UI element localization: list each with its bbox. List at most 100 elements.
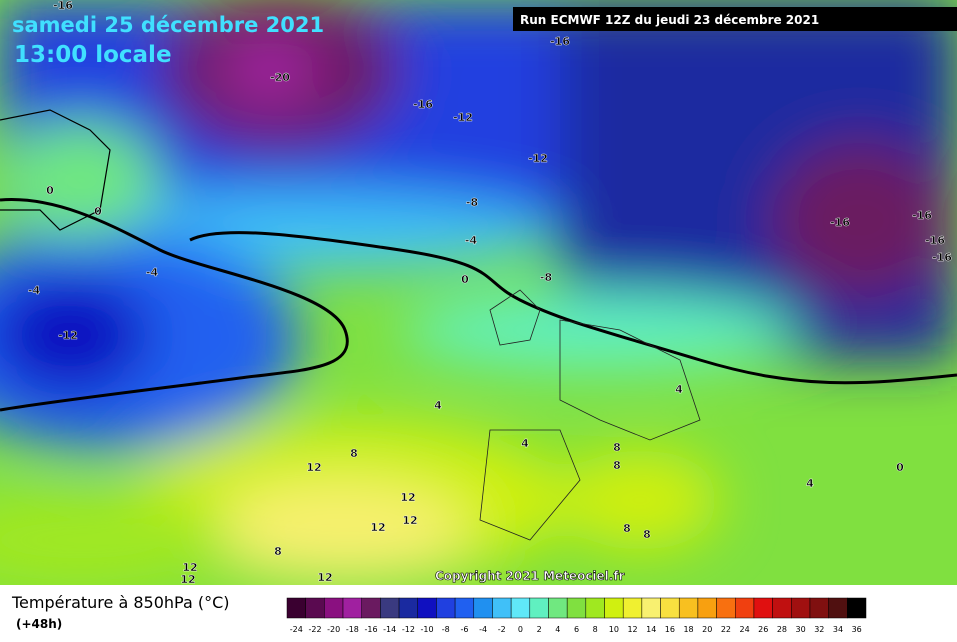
- contour-label: -16: [925, 234, 945, 247]
- contour-label: -16: [830, 216, 850, 229]
- legend-swatch: [772, 597, 792, 619]
- legend-swatch: [660, 597, 680, 619]
- legend-swatch: [342, 597, 362, 619]
- legend-swatch: [809, 597, 829, 619]
- legend-tick-label: 0: [518, 625, 523, 634]
- contour-label: 8: [274, 545, 282, 558]
- contour-label: 8: [623, 522, 631, 535]
- contour-label: 4: [675, 383, 683, 396]
- contour-label: 12: [317, 571, 332, 584]
- legend-tick-label: -18: [346, 625, 359, 634]
- temperature-field: [0, 0, 957, 585]
- contour-label: -16: [912, 209, 932, 222]
- contour-label: 12: [306, 461, 321, 474]
- contour-label: -16: [53, 0, 73, 12]
- contour-label: -12: [528, 152, 548, 165]
- copyright: Copyright 2021 Meteociel.fr: [435, 569, 625, 583]
- legend-tick-label: 22: [721, 625, 731, 634]
- legend-swatch: [753, 597, 773, 619]
- legend-tick-label: 26: [758, 625, 768, 634]
- contour-label: 12: [400, 491, 415, 504]
- legend-swatch: [380, 597, 400, 619]
- contour-label: -4: [465, 234, 478, 247]
- legend-swatch: [622, 597, 643, 619]
- legend-swatch: [454, 597, 475, 619]
- legend-tick-label: -8: [442, 625, 450, 634]
- contour-label: 12: [182, 561, 197, 574]
- contour-label: -16: [932, 251, 952, 264]
- legend-swatch: [735, 597, 755, 619]
- legend-swatch: [492, 597, 512, 619]
- legend-tick-label: 6: [574, 625, 579, 634]
- legend-tick-label: -22: [308, 625, 321, 634]
- legend-tick-label: 24: [740, 625, 750, 634]
- legend-tick-label: 10: [609, 625, 619, 634]
- legend-tick-label: -24: [290, 625, 303, 634]
- contour-label: -4: [28, 284, 41, 297]
- legend-tick-label: -20: [327, 625, 340, 634]
- legend-tick-label: 8: [593, 625, 598, 634]
- legend-swatch: [436, 597, 456, 619]
- contour-label: 8: [643, 528, 651, 541]
- legend-tick-label: 4: [555, 625, 560, 634]
- legend-swatch: [305, 597, 325, 619]
- legend-swatch: [548, 597, 568, 619]
- contour-label: -20: [270, 71, 290, 84]
- legend-swatch: [847, 597, 867, 619]
- legend-tick-label: 14: [646, 625, 656, 634]
- contour-label: 4: [521, 437, 529, 450]
- legend-tick-label: -2: [498, 625, 506, 634]
- legend-label: Température à 850hPa (°C): [11, 593, 229, 612]
- legend-swatch: [473, 597, 493, 619]
- contour-label: 0: [896, 461, 904, 474]
- legend-swatch: [510, 597, 531, 619]
- map-title: samedi 25 décembre 2021: [12, 13, 324, 37]
- contour-label: 12: [402, 514, 417, 527]
- legend-swatch: [641, 597, 661, 619]
- map-time: 13:00 locale: [14, 42, 172, 68]
- contour-label: -8: [466, 196, 478, 209]
- legend-tick-label: 2: [537, 625, 542, 634]
- contour-label: 0: [461, 273, 469, 286]
- contour-label: 8: [613, 459, 621, 472]
- contour-label: 0: [46, 184, 54, 197]
- legend-tick-label: 34: [833, 625, 843, 634]
- forecast-step: (+48h): [16, 617, 62, 631]
- legend-tick-label: 20: [702, 625, 712, 634]
- legend-tick-label: -14: [383, 625, 396, 634]
- contour-label: 8: [350, 447, 358, 460]
- legend-swatch: [791, 597, 811, 619]
- legend-swatch: [716, 597, 736, 619]
- legend-tick-label: -6: [460, 625, 468, 634]
- legend-swatch: [398, 597, 418, 619]
- contour-label: -12: [453, 111, 473, 124]
- run-banner: [513, 7, 957, 31]
- legend-swatch: [417, 597, 437, 619]
- legend-tick-label: -16: [365, 625, 378, 634]
- legend-tick-label: 30: [796, 625, 806, 634]
- contour-label: 0: [94, 205, 102, 218]
- contour-label: 8: [613, 441, 621, 454]
- legend-tick-label: 16: [665, 625, 675, 634]
- legend-tick-label: 28: [777, 625, 787, 634]
- legend-tick-label: -4: [479, 625, 487, 634]
- legend-swatch: [604, 597, 624, 619]
- contour-label: -8: [540, 271, 552, 284]
- legend-tick-label: -10: [421, 625, 434, 634]
- contour-label: 12: [370, 521, 385, 534]
- legend-swatch: [361, 597, 381, 619]
- contour-label: 12: [180, 573, 195, 586]
- legend-tick-label: 36: [852, 625, 862, 634]
- contour-label: 4: [806, 477, 814, 490]
- legend-swatch: [566, 597, 587, 619]
- legend-swatch: [678, 597, 699, 619]
- legend-swatch: [828, 597, 848, 619]
- legend-tick-label: 32: [814, 625, 824, 634]
- legend-tick-label: 12: [627, 625, 637, 634]
- legend-swatch: [697, 597, 717, 619]
- legend-tick-label: -12: [402, 625, 415, 634]
- legend-swatch: [529, 597, 549, 619]
- contour-label: -16: [413, 98, 433, 111]
- legend-swatch: [286, 597, 306, 619]
